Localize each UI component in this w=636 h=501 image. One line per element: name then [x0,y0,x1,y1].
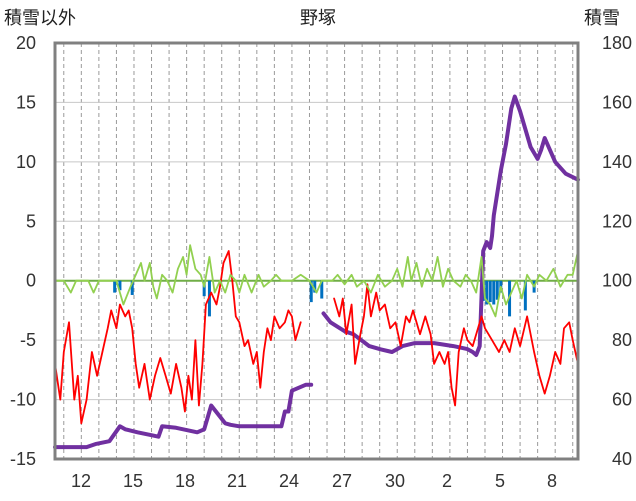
bar [488,280,492,303]
bar [113,280,117,293]
x-tick-label: 30 [385,471,405,491]
y-right-tick-label: 80 [612,330,632,350]
y-left-tick-label: 0 [26,271,36,291]
y-right-tick-label: 120 [602,211,632,231]
series-line [321,94,580,357]
y-left-tick-label: -5 [20,330,36,350]
y-right-tick-label: 100 [602,271,632,291]
series-line [333,283,579,407]
y-right-tick-label: 180 [602,33,632,53]
bar [485,280,489,305]
bar [313,280,317,293]
y-left-tick-label: 15 [16,92,36,112]
x-tick-label: 21 [227,471,247,491]
y-right-tick-label: 140 [602,152,632,172]
x-tick-label: 5 [495,471,505,491]
y-left-tick-label: 20 [16,33,36,53]
x-tick-label: 12 [71,471,91,491]
x-tick-label: 2 [442,471,452,491]
y-right-tick-label: 160 [602,92,632,112]
x-axis-ticks: 12 15 18 21 24 27 30 2 5 8 [71,471,557,491]
bar [320,280,324,299]
bar [309,280,313,303]
y-left-tick-label: -15 [10,449,36,469]
y-right-tick-label: 60 [612,390,632,410]
bar [130,280,134,295]
y-axis-left-label: 積雪以外 [4,8,76,29]
x-tick-label: 24 [279,471,299,491]
y-axis-right-label: 積雪 [584,8,620,29]
series-line [53,382,314,450]
bar [523,280,527,311]
plot-frame [53,41,580,461]
bar [495,280,499,300]
y-axis-right-ticks: 180 160 140 120 100 80 60 40 [602,33,632,469]
x-tick-label: 8 [547,471,557,491]
bar [202,280,206,297]
y-axis-left-ticks: 20 15 10 5 0 -5 -10 -15 [10,33,36,469]
x-tick-label: 18 [175,471,195,491]
x-tick-label: 15 [123,471,143,491]
gridlines [55,42,578,460]
series-line [54,244,579,318]
series-line [54,250,302,425]
y-left-tick-label: 10 [16,152,36,172]
chart-title: 野塚 [300,8,336,29]
bar [492,280,496,305]
x-tick-label: 27 [332,471,352,491]
series-lines [53,94,580,450]
y-left-tick-label: 5 [26,211,36,231]
y-right-tick-label: 40 [612,449,632,469]
y-left-tick-label: -10 [10,390,36,410]
bar [118,280,122,291]
blue-bars [113,280,536,317]
